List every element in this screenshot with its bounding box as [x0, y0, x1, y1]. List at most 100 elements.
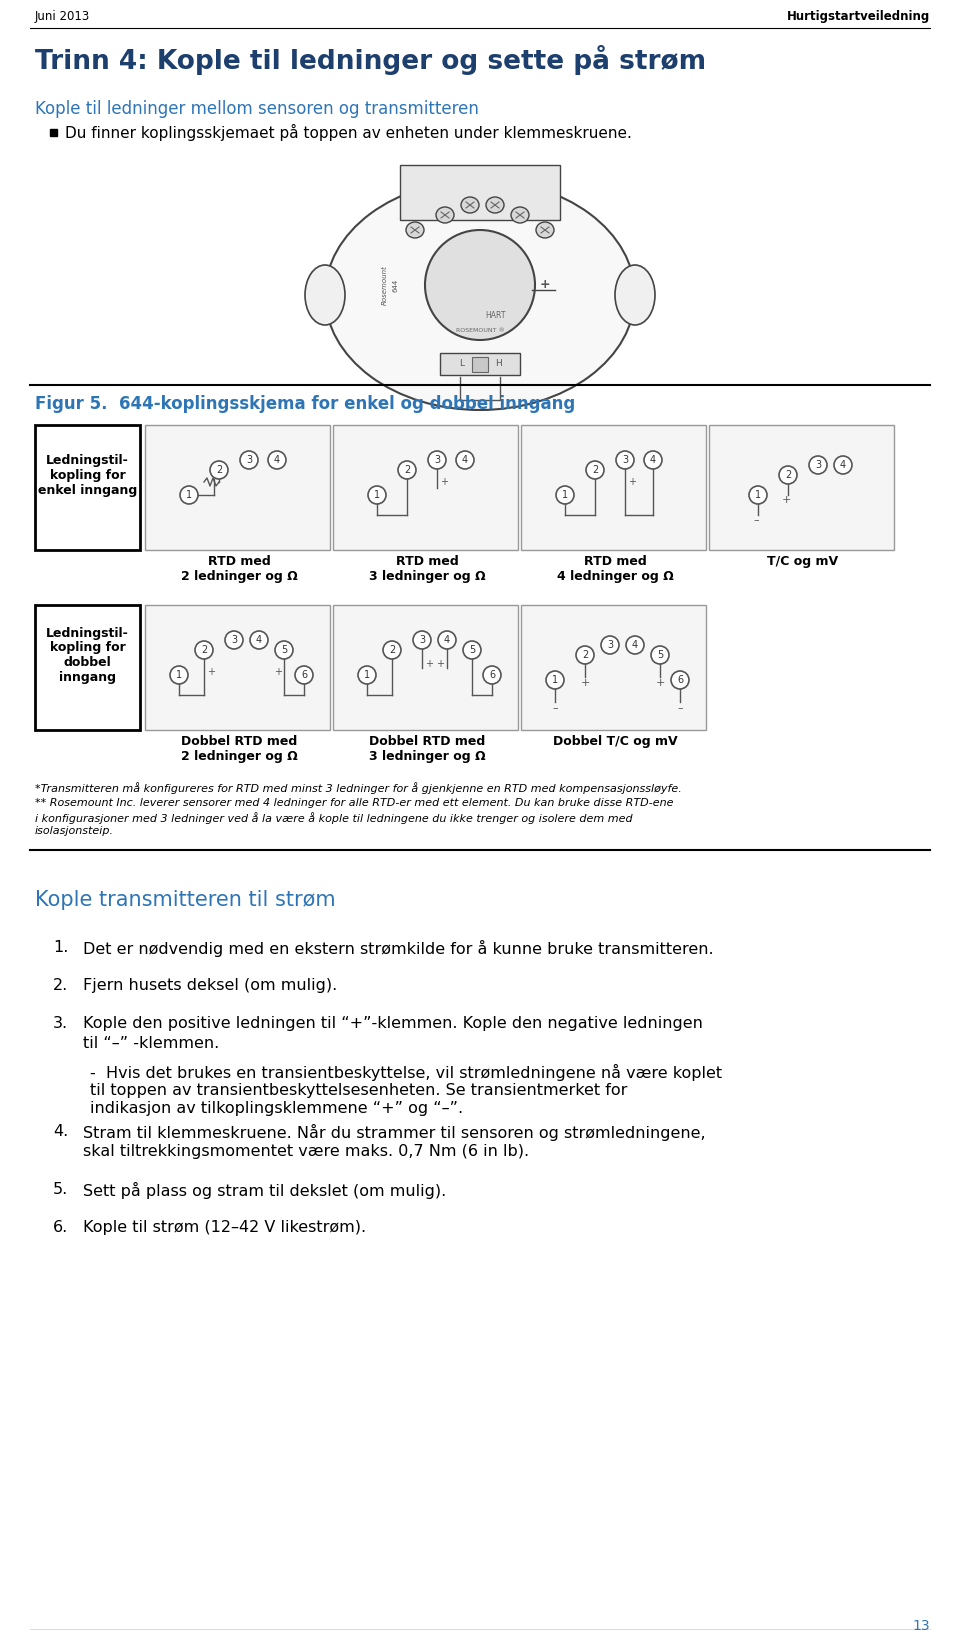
Ellipse shape	[615, 265, 655, 324]
Ellipse shape	[436, 208, 454, 222]
Text: ROSEMOUNT ®: ROSEMOUNT ®	[456, 328, 504, 333]
Text: Juni 2013: Juni 2013	[35, 10, 90, 23]
Circle shape	[601, 636, 619, 654]
Circle shape	[576, 646, 594, 664]
Text: 5: 5	[657, 651, 663, 660]
Text: 3: 3	[622, 455, 628, 464]
Text: 1.: 1.	[53, 940, 68, 955]
Text: Hurtigstartveiledning: Hurtigstartveiledning	[787, 10, 930, 23]
Circle shape	[383, 641, 401, 659]
FancyBboxPatch shape	[333, 604, 518, 730]
FancyBboxPatch shape	[145, 604, 330, 730]
FancyBboxPatch shape	[35, 604, 140, 730]
Text: RTD med
4 ledninger og Ω: RTD med 4 ledninger og Ω	[557, 555, 673, 583]
Text: 5: 5	[468, 646, 475, 656]
Text: Dobbel T/C og mV: Dobbel T/C og mV	[553, 735, 678, 748]
Ellipse shape	[536, 222, 554, 239]
Ellipse shape	[425, 231, 535, 339]
Text: +: +	[440, 478, 448, 488]
Circle shape	[180, 486, 198, 504]
Text: 2: 2	[582, 651, 588, 660]
Text: Fjern husets deksel (om mulig).: Fjern husets deksel (om mulig).	[83, 978, 337, 993]
Text: 2.: 2.	[53, 978, 68, 993]
Text: Dobbel RTD med
3 ledninger og Ω: Dobbel RTD med 3 ledninger og Ω	[369, 735, 486, 763]
Text: Kople til ledninger mellom sensoren og transmitteren: Kople til ledninger mellom sensoren og t…	[35, 100, 479, 119]
Text: 1: 1	[374, 491, 380, 501]
Circle shape	[268, 451, 286, 469]
Text: Kople den positive ledningen til “+”-klemmen. Kople den negative ledningen: Kople den positive ledningen til “+”-kle…	[83, 1016, 703, 1031]
Text: 4: 4	[462, 455, 468, 464]
Text: 13: 13	[912, 1619, 930, 1632]
Circle shape	[210, 461, 228, 479]
Circle shape	[398, 461, 416, 479]
Circle shape	[250, 631, 268, 649]
Circle shape	[546, 670, 564, 688]
Text: Kople til strøm (12–42 V likestrøm).: Kople til strøm (12–42 V likestrøm).	[83, 1220, 366, 1235]
Text: Stram til klemmeskruene. Når du strammer til sensoren og strømledningene,: Stram til klemmeskruene. Når du strammer…	[83, 1123, 706, 1141]
FancyBboxPatch shape	[333, 425, 518, 550]
Circle shape	[438, 631, 456, 649]
Text: RTD med
3 ledninger og Ω: RTD med 3 ledninger og Ω	[369, 555, 486, 583]
Text: 3.: 3.	[53, 1016, 68, 1031]
Circle shape	[275, 641, 293, 659]
Text: 3: 3	[434, 455, 440, 464]
Circle shape	[671, 670, 689, 688]
Bar	[472, 357, 488, 372]
Circle shape	[295, 665, 313, 684]
Circle shape	[170, 665, 188, 684]
Text: +: +	[656, 679, 664, 688]
Circle shape	[195, 641, 213, 659]
Text: skal tiltrekkingsmomentet være maks. 0,7 Nm (6 in lb).: skal tiltrekkingsmomentet være maks. 0,7…	[83, 1145, 529, 1159]
Text: 2: 2	[404, 464, 410, 474]
FancyBboxPatch shape	[145, 425, 330, 550]
Text: Rosemount: Rosemount	[382, 265, 388, 305]
Text: Ledningstil-
kopling for
dobbel
inngang: Ledningstil- kopling for dobbel inngang	[46, 626, 129, 685]
Text: 644: 644	[392, 278, 398, 292]
Circle shape	[556, 486, 574, 504]
Text: 6.: 6.	[53, 1220, 68, 1235]
Text: 2: 2	[201, 646, 207, 656]
Text: 4: 4	[650, 455, 656, 464]
Bar	[440, 352, 520, 376]
Text: –: –	[552, 703, 558, 713]
Ellipse shape	[325, 180, 635, 410]
Text: 4: 4	[256, 636, 262, 646]
Text: Trinn 4: Kople til ledninger og sette på strøm: Trinn 4: Kople til ledninger og sette på…	[35, 44, 707, 76]
Text: +: +	[207, 667, 215, 677]
Text: 5: 5	[281, 646, 287, 656]
Text: 4: 4	[274, 455, 280, 464]
FancyBboxPatch shape	[709, 425, 894, 550]
Circle shape	[483, 665, 501, 684]
Text: 3: 3	[231, 636, 237, 646]
Text: 4: 4	[632, 641, 638, 651]
Circle shape	[749, 486, 767, 504]
Text: -  Hvis det brukes en transientbeskyttelse, vil strømledningene nå være koplet
t: - Hvis det brukes en transientbeskyttels…	[90, 1064, 722, 1115]
Bar	[50, 128, 57, 137]
Text: 6: 6	[489, 670, 495, 680]
Text: 3: 3	[246, 455, 252, 464]
Bar	[400, 165, 560, 221]
Text: HART: HART	[485, 311, 505, 320]
Ellipse shape	[486, 198, 504, 212]
Circle shape	[809, 456, 827, 474]
Ellipse shape	[511, 208, 529, 222]
Circle shape	[616, 451, 634, 469]
Text: –: –	[754, 516, 758, 525]
Circle shape	[225, 631, 243, 649]
Text: +: +	[628, 478, 636, 488]
Text: Du finner koplingsskjemaet på toppen av enheten under klemmeskruene.: Du finner koplingsskjemaet på toppen av …	[65, 124, 632, 142]
Text: 2: 2	[592, 464, 598, 474]
Circle shape	[463, 641, 481, 659]
Text: 2: 2	[785, 469, 791, 479]
Circle shape	[586, 461, 604, 479]
Text: til “–” -klemmen.: til “–” -klemmen.	[83, 1036, 219, 1051]
Text: i konfigurasjoner med 3 ledninger ved å la være å kople til ledningene du ikke t: i konfigurasjoner med 3 ledninger ved å …	[35, 812, 633, 824]
Text: 1: 1	[186, 491, 192, 501]
Text: *Transmitteren må konfigureres for RTD med minst 3 ledninger for å gjenkjenne en: *Transmitteren må konfigureres for RTD m…	[35, 782, 682, 794]
Text: 4.: 4.	[53, 1123, 68, 1140]
Text: 1: 1	[552, 675, 558, 685]
Ellipse shape	[461, 198, 479, 212]
Text: isolasjonsteip.: isolasjonsteip.	[35, 827, 114, 837]
Text: +: +	[425, 659, 433, 669]
Text: T/C og mV: T/C og mV	[767, 555, 839, 568]
